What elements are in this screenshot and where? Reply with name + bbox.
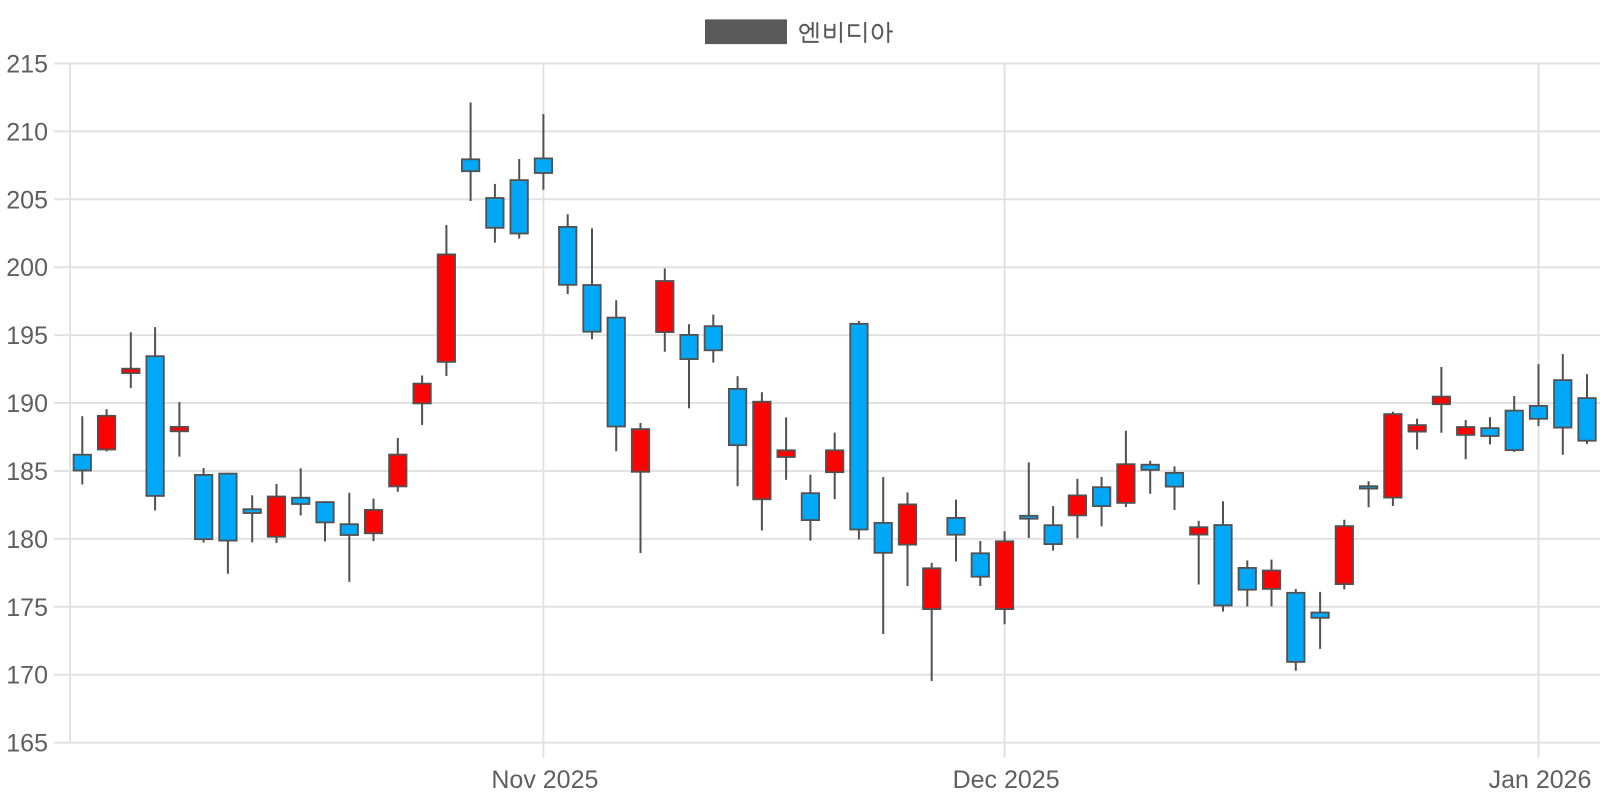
svg-text:170: 170	[6, 662, 48, 690]
svg-text:205: 205	[6, 186, 48, 214]
svg-text:215: 215	[6, 51, 48, 79]
svg-text:Dec 2025: Dec 2025	[953, 766, 1060, 794]
svg-text:210: 210	[6, 118, 48, 146]
svg-text:200: 200	[6, 254, 48, 282]
svg-text:185: 185	[6, 458, 48, 486]
svg-text:175: 175	[6, 594, 48, 622]
svg-text:180: 180	[6, 526, 48, 554]
svg-text:165: 165	[6, 730, 48, 758]
svg-text:Nov 2025: Nov 2025	[491, 766, 598, 794]
svg-text:190: 190	[6, 390, 48, 418]
svg-text:195: 195	[6, 322, 48, 350]
svg-text:Jan 2026: Jan 2026	[1489, 766, 1592, 794]
